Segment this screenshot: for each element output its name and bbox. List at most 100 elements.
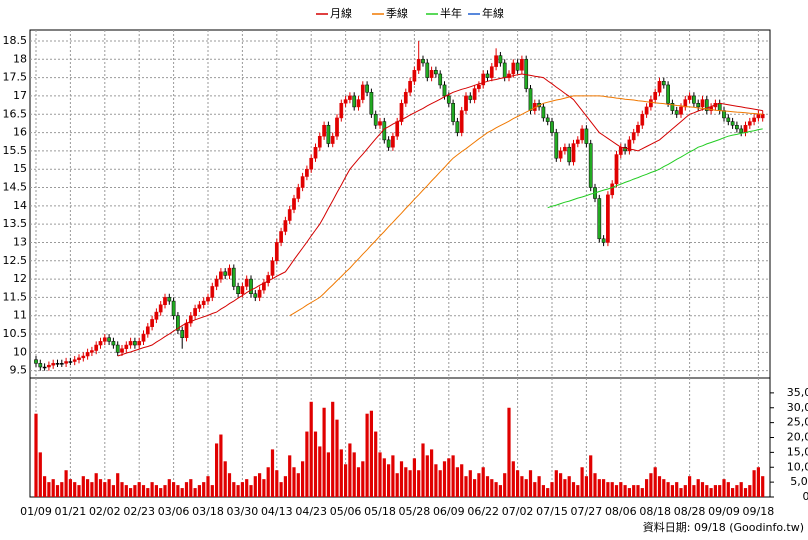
volume-bar	[520, 476, 524, 497]
y-tick-label: 18	[13, 52, 27, 65]
volume-bar	[227, 473, 232, 497]
x-tick-label: 08/18	[639, 505, 671, 518]
candle-body	[421, 59, 425, 64]
volume-bar	[567, 476, 571, 497]
candle-body	[236, 286, 240, 294]
candle-body	[244, 278, 249, 287]
candle-body	[184, 322, 189, 338]
volume-bar	[129, 488, 133, 497]
candle-body	[47, 364, 51, 368]
volume-bar	[692, 485, 696, 497]
volume-bar	[262, 479, 266, 497]
candle-body	[747, 121, 752, 126]
volume-bar	[571, 482, 576, 497]
candle-body	[743, 124, 748, 133]
volume-bar	[326, 452, 330, 497]
volume-bar	[43, 476, 47, 497]
volume-bar	[580, 467, 584, 497]
candle-body	[515, 62, 520, 71]
volume-bar	[301, 461, 305, 497]
volume-bar	[421, 443, 425, 497]
y-tick-label: 16	[13, 126, 27, 139]
volume-bar	[593, 473, 597, 497]
candle-body	[528, 88, 533, 111]
candle-body	[137, 341, 142, 346]
candle-body	[356, 99, 361, 108]
candle-body	[640, 114, 645, 126]
candle-body	[674, 110, 679, 115]
x-tick-label: 06/22	[467, 505, 499, 518]
volume-bar	[705, 485, 709, 497]
candle-body	[631, 132, 636, 141]
x-tick-label: 08/28	[674, 505, 706, 518]
volume-bar	[498, 485, 502, 497]
x-tick-label: 05/28	[399, 505, 431, 518]
volume-bar	[322, 407, 326, 497]
candle-body	[442, 84, 447, 97]
legend-label: 月線	[330, 6, 352, 20]
volume-bar	[60, 482, 64, 497]
candle-body	[584, 128, 589, 144]
volume-bar	[34, 413, 38, 497]
candle-body	[494, 55, 498, 67]
volume-bar	[645, 479, 649, 497]
candle-body	[365, 84, 369, 93]
candle-body	[51, 363, 56, 366]
candle-body	[614, 154, 619, 185]
candle-body	[627, 139, 632, 152]
candle-body	[550, 121, 554, 133]
candle-body	[545, 117, 550, 122]
candle-body	[434, 70, 438, 75]
x-tick-label: 02/23	[123, 505, 155, 518]
candle-body	[485, 73, 490, 78]
candle-body	[154, 311, 159, 320]
volume-bar	[94, 473, 98, 497]
candle-body	[167, 297, 172, 302]
candle-body	[335, 117, 339, 137]
candle-body	[735, 124, 739, 130]
candle-body	[77, 357, 81, 360]
candle-body	[257, 289, 262, 298]
volume-bar	[473, 479, 477, 497]
plot-frame	[29, 29, 771, 498]
y-tick-label: 17.5	[3, 71, 28, 84]
candle-body	[81, 355, 86, 359]
volume-bar	[404, 467, 408, 497]
volume-bar	[503, 473, 507, 497]
legend-label: 年線	[482, 6, 504, 20]
volume-bar	[240, 482, 244, 497]
candle-body	[240, 286, 245, 294]
volume-bar	[412, 458, 416, 497]
candle-body	[343, 99, 348, 104]
candle-body	[717, 103, 722, 111]
volume-bar	[296, 473, 300, 497]
y2-tick-label: 10,000	[787, 460, 808, 473]
volume-bar	[559, 473, 563, 497]
candle-body	[214, 278, 219, 287]
volume-bar	[524, 479, 528, 497]
candle-body	[666, 84, 670, 104]
candle-body	[571, 143, 576, 163]
candle-body	[107, 337, 111, 342]
volume-bar	[81, 476, 85, 497]
volume-bar	[318, 446, 322, 497]
candle-body	[403, 92, 408, 104]
volume-bar	[408, 470, 412, 497]
candle-body	[386, 139, 391, 148]
x-tick-label: 04/23	[295, 505, 327, 518]
candle-body	[339, 103, 344, 119]
candle-body	[330, 135, 335, 144]
volume-bar	[662, 479, 666, 497]
candle-body	[567, 146, 572, 163]
volume-bar	[417, 470, 421, 497]
volume-bar	[150, 482, 154, 497]
candle-body	[300, 176, 305, 188]
candle-body	[145, 326, 150, 335]
candle-body	[120, 348, 124, 353]
candle-body	[670, 103, 675, 111]
volume-bar	[167, 479, 171, 497]
candle-body	[468, 95, 473, 100]
candle-body	[563, 146, 567, 152]
candle-body	[649, 99, 653, 108]
